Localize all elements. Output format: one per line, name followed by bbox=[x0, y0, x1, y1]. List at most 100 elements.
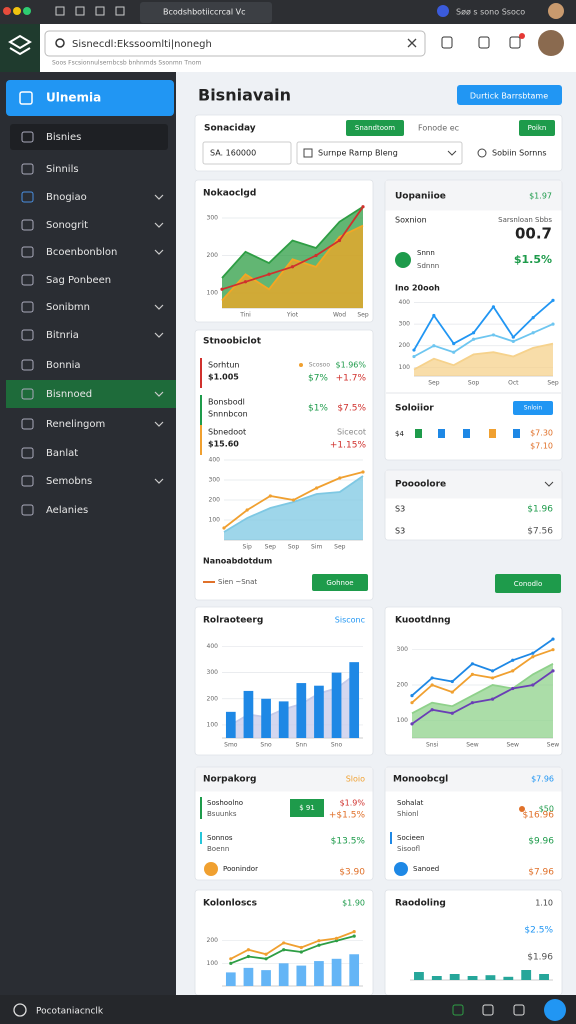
menu-item[interactable]: Bnogiao bbox=[46, 192, 87, 203]
point bbox=[243, 280, 248, 284]
badge bbox=[290, 799, 324, 817]
menu-item[interactable]: Sonogrit bbox=[46, 220, 88, 231]
footer-icon bbox=[452, 1004, 464, 1016]
select-text: Surnpe Rarnp Bleng bbox=[318, 149, 398, 158]
point bbox=[531, 331, 535, 335]
search-box[interactable] bbox=[44, 30, 426, 57]
brand-button[interactable] bbox=[6, 80, 174, 116]
chevron bbox=[154, 194, 164, 200]
menu-item[interactable]: Bisnies bbox=[46, 132, 81, 143]
menu-item[interactable]: Renelingom bbox=[46, 419, 105, 430]
row-label: S3 bbox=[395, 527, 405, 536]
toolbar-icon[interactable] bbox=[441, 36, 453, 49]
menu-item[interactable]: Banlat bbox=[46, 448, 78, 459]
row-accent bbox=[200, 797, 202, 819]
status-icon bbox=[13, 1003, 27, 1017]
button[interactable] bbox=[312, 574, 368, 591]
row-tag: Scosoo bbox=[309, 362, 331, 369]
y-tick-label: 200 bbox=[207, 937, 219, 944]
panel-title: Kolonloscs bbox=[203, 899, 257, 909]
apply-button[interactable] bbox=[519, 120, 555, 136]
action-button[interactable] bbox=[457, 85, 562, 105]
button-text: Gohnoe bbox=[326, 579, 353, 587]
row-value: $1.005 bbox=[208, 373, 239, 382]
menu-item[interactable]: Bitnria bbox=[46, 330, 79, 341]
row-accent bbox=[200, 425, 202, 455]
notification-icon[interactable] bbox=[509, 36, 521, 49]
bar bbox=[314, 685, 324, 738]
point bbox=[551, 637, 555, 641]
legend-swatch bbox=[438, 429, 445, 438]
select[interactable] bbox=[296, 141, 463, 165]
row-accent bbox=[200, 395, 202, 425]
y-tick-label: 300 bbox=[399, 321, 411, 328]
toggle-button[interactable] bbox=[513, 401, 553, 415]
area bbox=[224, 476, 363, 540]
bar bbox=[331, 672, 342, 738]
menu-item[interactable]: Sag Ponbeen bbox=[46, 275, 111, 286]
y-tick-label: 200 bbox=[399, 342, 411, 349]
menu-icon bbox=[21, 131, 34, 143]
row-value: $1.96 bbox=[527, 505, 553, 515]
row-name: Sorhtun bbox=[208, 361, 239, 370]
dot-value: $7.30 bbox=[530, 429, 553, 438]
tab-icon bbox=[55, 6, 65, 16]
filter-button[interactable] bbox=[346, 120, 404, 136]
hint-text: Soos Fscsionnulsernbcsb bnhnmds Ssonmn T… bbox=[52, 60, 202, 67]
browser-tab[interactable] bbox=[140, 2, 272, 23]
x-tick-label: Snn bbox=[296, 742, 308, 749]
row-label: S3 bbox=[395, 505, 405, 514]
button[interactable] bbox=[495, 574, 561, 593]
bar bbox=[278, 701, 289, 738]
point bbox=[490, 669, 495, 673]
menu-item[interactable]: Sonibmn bbox=[46, 302, 90, 313]
section-title: Soloiior bbox=[395, 404, 434, 414]
profile-icon bbox=[437, 5, 449, 17]
panel-tag: 1.10 bbox=[535, 899, 553, 908]
row-sub: Boenn bbox=[207, 845, 229, 853]
point bbox=[317, 943, 321, 947]
panel-tag: Sloio bbox=[346, 775, 365, 784]
x-tick-label: Sew bbox=[547, 742, 560, 749]
toolbar-icon[interactable] bbox=[478, 36, 490, 49]
point bbox=[491, 305, 496, 309]
search-icon bbox=[55, 38, 65, 48]
point bbox=[452, 341, 456, 346]
x-tick-label: Wod bbox=[333, 312, 346, 319]
input[interactable] bbox=[202, 141, 292, 165]
x-tick-label: Sep bbox=[334, 544, 346, 551]
menu-icon bbox=[21, 191, 34, 203]
sidebar bbox=[0, 72, 176, 995]
row-name: Sanoed bbox=[413, 865, 439, 873]
point bbox=[412, 354, 416, 359]
line bbox=[413, 323, 554, 358]
point bbox=[531, 316, 535, 320]
clear-icon bbox=[407, 38, 417, 48]
menu-item[interactable]: Sinnils bbox=[46, 164, 79, 175]
menu-item[interactable]: Bonnia bbox=[46, 360, 81, 371]
point bbox=[268, 494, 272, 498]
menu-item[interactable]: Bisnnoed bbox=[46, 389, 92, 400]
x-tick-label: Sip bbox=[243, 544, 252, 551]
row-value: $16.96 bbox=[523, 811, 555, 821]
line bbox=[411, 670, 554, 725]
y-tick-label: 100 bbox=[209, 517, 221, 524]
tab-icon bbox=[75, 6, 85, 16]
menu-item[interactable]: Semobns bbox=[46, 476, 92, 487]
menu-item[interactable]: Aelanies bbox=[46, 505, 88, 516]
x-tick-label: Sew bbox=[466, 742, 479, 749]
chevron bbox=[544, 481, 554, 487]
dot bbox=[299, 363, 303, 367]
menu-item[interactable]: Bcoenbonblon bbox=[46, 247, 117, 258]
y-tick-label: 400 bbox=[399, 299, 411, 306]
y-tick-label: 100 bbox=[399, 364, 411, 371]
y-tick-label: 100 bbox=[397, 717, 409, 724]
button-text: Conodlo bbox=[514, 580, 543, 588]
row-icon bbox=[394, 862, 408, 876]
panel-tag: $7.96 bbox=[531, 775, 554, 784]
card-header bbox=[385, 470, 562, 499]
point bbox=[317, 939, 321, 943]
row-value: $3.90 bbox=[339, 868, 365, 878]
point bbox=[361, 205, 365, 209]
